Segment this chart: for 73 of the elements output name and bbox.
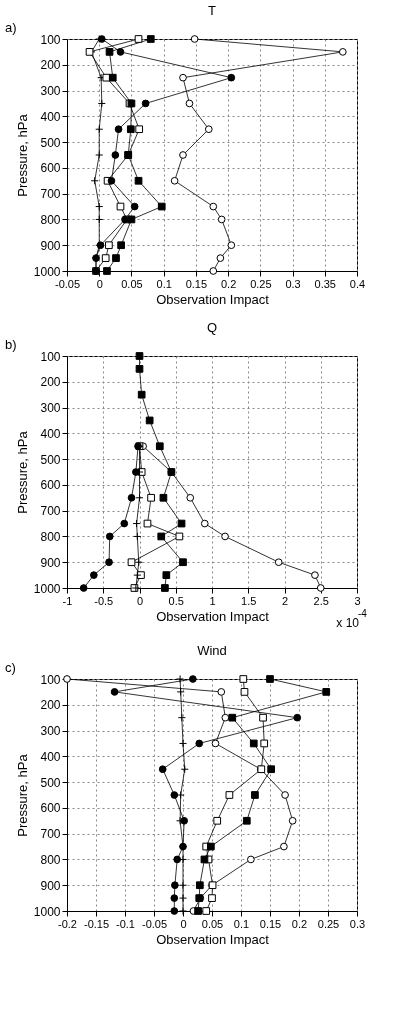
x-tick-label: 0.3 — [285, 277, 301, 290]
x-tick-label: 0.2 — [220, 277, 237, 290]
x-tick-label: 0.1 — [156, 277, 172, 290]
y-tick-label: 600 — [40, 161, 61, 176]
x-tick-label: 0 — [136, 594, 144, 607]
chart-title: Wind — [197, 643, 227, 658]
y-tick-label: 200 — [40, 375, 61, 390]
y-tick-label: 600 — [40, 801, 61, 816]
y-tick-label: 700 — [40, 504, 61, 519]
x-tick-label: 0.35 — [314, 277, 336, 290]
x-axis-title: Observation Impact — [156, 931, 270, 947]
y-tick-label: 1000 — [33, 904, 61, 919]
x-tick-label: 0.2 — [291, 917, 308, 930]
x-tick-label: -0.05 — [54, 277, 81, 290]
y-tick-label: 100 — [40, 32, 61, 47]
y-tick-label: 800 — [40, 212, 61, 227]
y-tick-label: 700 — [40, 827, 61, 842]
x-tick-label: 0.25 — [250, 277, 272, 290]
y-tick-label: 200 — [40, 698, 61, 713]
x-axis-title: Observation Impact — [156, 608, 270, 624]
y-tick-label: 400 — [40, 109, 61, 124]
y-tick-label: 1000 — [33, 264, 61, 279]
y-tick-label: 300 — [40, 401, 61, 416]
y-tick-label: 500 — [40, 452, 61, 467]
x-tick-label: 0.3 — [349, 917, 366, 930]
y-tick-label: 200 — [40, 58, 61, 73]
x-tick-label: 2 — [281, 594, 289, 607]
text: c) — [5, 660, 16, 675]
x-tick-label: 0.15 — [185, 277, 208, 290]
x-tick-label: 3 — [354, 594, 361, 607]
x-tick-label: 0.15 — [259, 917, 282, 930]
y-tick-label: 300 — [40, 724, 61, 739]
x-tick-label: -0.5 — [94, 594, 114, 607]
y-tick-label: 300 — [40, 84, 61, 99]
y-axis-title: Pressure, hPa — [14, 430, 30, 514]
x-tick-label: 0.1 — [233, 917, 250, 930]
y-tick-label: 700 — [40, 187, 61, 202]
text: x 10-4 — [336, 608, 368, 630]
y-tick-label: 1000 — [33, 581, 61, 596]
text: a) — [5, 20, 17, 35]
x-axis-title: Observation Impact — [156, 291, 270, 307]
y-tick-label: 900 — [40, 238, 61, 253]
x-tick-label: -0.15 — [83, 917, 110, 930]
x-tick-label: 1 — [209, 594, 216, 607]
x-tick-label: -1 — [62, 594, 73, 607]
x-tick-label: 0.4 — [349, 277, 366, 290]
x-tick-label: 0 — [96, 277, 103, 290]
x-tick-label: -0.1 — [116, 917, 135, 930]
y-tick-label: 900 — [40, 555, 61, 570]
x-tick-label: 0.25 — [317, 917, 340, 930]
y-tick-label: 800 — [40, 529, 61, 544]
x-tick-label: -0.2 — [58, 917, 77, 930]
x-tick-label: 0.05 — [121, 277, 143, 290]
y-tick-label: 100 — [40, 349, 61, 364]
x-tick-label: 0.05 — [201, 917, 224, 930]
y-axis-title: Pressure, hPa — [14, 113, 30, 197]
chart-title: T — [208, 3, 217, 18]
y-axis-title: Pressure, hPa — [14, 753, 30, 837]
x-tick-label: -0.05 — [141, 917, 168, 930]
x-tick-label: 1.5 — [241, 594, 257, 607]
y-tick-label: 500 — [40, 775, 61, 790]
y-tick-label: 400 — [40, 749, 61, 764]
y-tick-label: 600 — [40, 478, 61, 493]
x-tick-label: 2.5 — [313, 594, 329, 607]
y-tick-label: 800 — [40, 852, 61, 867]
x-tick-label: 0 — [180, 917, 187, 930]
y-tick-label: 900 — [40, 878, 61, 893]
x-tick-label: 0.5 — [168, 594, 184, 607]
chart-title: Q — [206, 320, 218, 335]
y-tick-label: 500 — [40, 135, 61, 150]
text: b) — [5, 337, 17, 352]
y-tick-label: 100 — [40, 672, 61, 687]
y-tick-label: 400 — [40, 426, 61, 441]
